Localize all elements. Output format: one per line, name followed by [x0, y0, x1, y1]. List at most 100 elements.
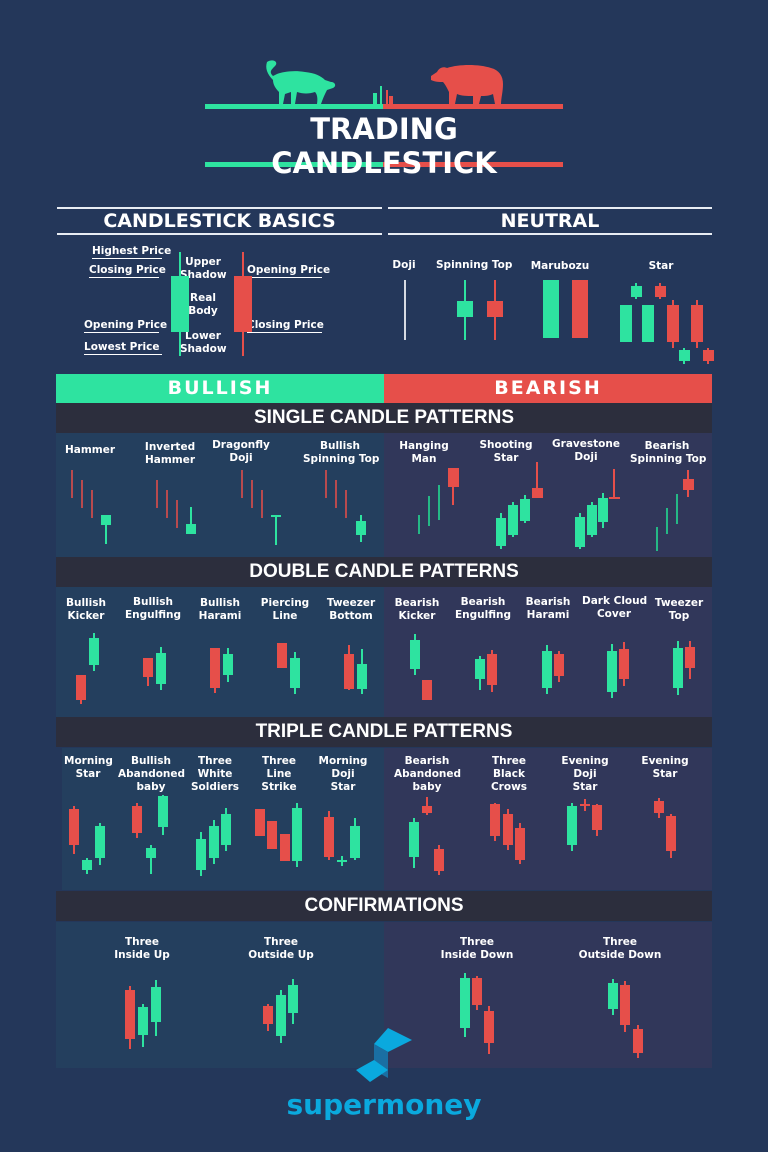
bullish-candle [608, 983, 618, 1009]
bullish-candle [679, 350, 690, 361]
pattern-label-three-black-crows: Three Black Crows [490, 755, 528, 793]
bullish-candle [276, 995, 286, 1036]
bearish-candle [277, 643, 287, 668]
pattern-label-hammer: Hammer [64, 444, 116, 456]
supermoney-wordmark: supermoney [286, 1088, 482, 1121]
pattern-label-three-white-soldiers: Three White Soldiers [190, 755, 240, 793]
bullish-candle [676, 494, 678, 524]
bearish-candle [532, 488, 543, 498]
bullish-candle [221, 814, 231, 845]
bullish-band: BULLISH [56, 374, 384, 403]
bearish-candle [703, 350, 714, 361]
bullish-candle [196, 839, 206, 870]
bullish-candle [457, 301, 473, 317]
bullish-candle [475, 659, 485, 679]
bear-icon [431, 65, 503, 104]
bearish-candle [592, 805, 602, 830]
bearish-candle [125, 990, 135, 1039]
bull-icon [266, 60, 336, 104]
title-bottom-bar-bear [383, 162, 563, 167]
bullish-candle [666, 508, 668, 534]
bearish-candle [76, 675, 86, 700]
bearish-candle [69, 809, 79, 845]
pattern-label-bearish-engulfing: Bearish Engulfing [454, 596, 511, 621]
bullish-candle [438, 485, 440, 520]
bearish-candle [91, 490, 93, 518]
pattern-label-shooting-star: Shooting Star [479, 439, 533, 464]
bullish-candle [508, 505, 518, 535]
bearish-candle [335, 480, 337, 508]
pattern-label-three-outside-down: Three Outside Down [578, 936, 662, 961]
mini-candle-green-tall [380, 86, 382, 105]
pattern-label-bearish-abandoned-baby: Bearish Abandoned baby [394, 755, 462, 793]
bullish-candle [350, 826, 360, 858]
pattern-label-three-outside-up: Three Outside Up [248, 936, 314, 961]
bearish-candle [422, 806, 432, 813]
bearish-candle [132, 806, 142, 833]
bullish-candle [567, 806, 577, 845]
bullish-candle [542, 651, 552, 688]
bearish-candle [691, 305, 703, 342]
pattern-label-three-line-strike: Three Line Strike [261, 755, 297, 793]
bullish-candle [356, 521, 366, 535]
bearish-candle [267, 821, 277, 849]
candle-wick [190, 507, 192, 534]
bearish-candle [280, 834, 290, 861]
bearish-candle [683, 479, 694, 490]
bullish-candle [631, 286, 642, 297]
pattern-label-bullish-engulfing: Bullish Engulfing [124, 596, 181, 621]
neutral-label-star: Star [648, 260, 674, 272]
mini-candle-red-small [389, 96, 393, 105]
bearish-candle [490, 804, 500, 836]
label-lower-shadow: Lower Shadow [180, 330, 227, 355]
bullish-candle [409, 822, 419, 857]
triple-section-header: TRIPLE CANDLE PATTERNS [56, 717, 712, 747]
bearish-candle [325, 470, 327, 498]
bearish-candle [344, 654, 354, 689]
pattern-label-bullish-kicker: Bullish Kicker [65, 597, 106, 622]
pattern-label-inverted-hammer: Inverted Hammer [144, 441, 196, 466]
mini-candle-red [386, 90, 388, 105]
bearish-candle [251, 480, 253, 508]
bearish-candle [434, 849, 444, 871]
doji-candle [404, 309, 406, 311]
neutral-label-marubozu: Marubozu [530, 260, 590, 272]
bearish-candle [143, 658, 153, 677]
bullish-candle [158, 796, 168, 827]
pattern-label-bullish-spinning-top: Bullish Spinning Top [303, 440, 380, 465]
bullish-candle [146, 848, 156, 858]
bullish-candle [543, 280, 559, 338]
pattern-label-evening-star: Evening Star [641, 755, 689, 780]
label-lowest-price: Lowest Price [84, 341, 162, 355]
pattern-label-morning-doji-star: Morning Doji Star [318, 755, 368, 793]
bullish-candle [171, 276, 189, 332]
basics-bottom-rule [57, 233, 382, 235]
bullish-candle [101, 515, 111, 525]
bullish-candle [95, 826, 105, 858]
bullish-candle [656, 527, 658, 551]
candle-wick [275, 515, 277, 545]
bullish-candle [337, 860, 347, 862]
label-closing-price-right: Closing Price [247, 319, 324, 333]
bullish-candle [357, 664, 367, 689]
bearish-candle [515, 828, 525, 860]
bearish-candle [472, 978, 482, 1005]
bearish-candle [619, 649, 629, 679]
bullish-candle [82, 860, 92, 870]
label-upper-shadow: Upper Shadow [180, 256, 227, 281]
bullish-candle [587, 505, 597, 535]
pattern-label-bullish-harami: Bullish Harami [198, 597, 242, 622]
bullish-candle [209, 826, 219, 858]
basics-top-rule [57, 207, 382, 209]
candle-wick [613, 469, 615, 499]
bearish-candle [241, 470, 243, 498]
confirmations-bearish-panel [384, 922, 712, 1068]
label-opening-price-right: Opening Price [247, 264, 331, 278]
bearish-candle [263, 1006, 273, 1024]
bullish-candle [271, 515, 281, 517]
title-bottom-bar-bull [205, 162, 383, 167]
pattern-label-three-inside-down: Three Inside Down [440, 936, 514, 961]
bearish-candle [484, 1011, 494, 1043]
bearish-candle [633, 1029, 643, 1053]
